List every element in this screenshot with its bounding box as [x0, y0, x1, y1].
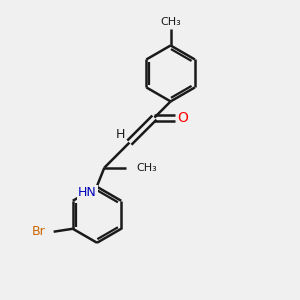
- Text: O: O: [177, 111, 188, 124]
- Text: HN: HN: [78, 186, 97, 199]
- Text: Br: Br: [32, 225, 45, 238]
- Text: CH₃: CH₃: [160, 17, 181, 27]
- Text: H: H: [115, 128, 125, 141]
- Text: CH₃: CH₃: [137, 163, 158, 173]
